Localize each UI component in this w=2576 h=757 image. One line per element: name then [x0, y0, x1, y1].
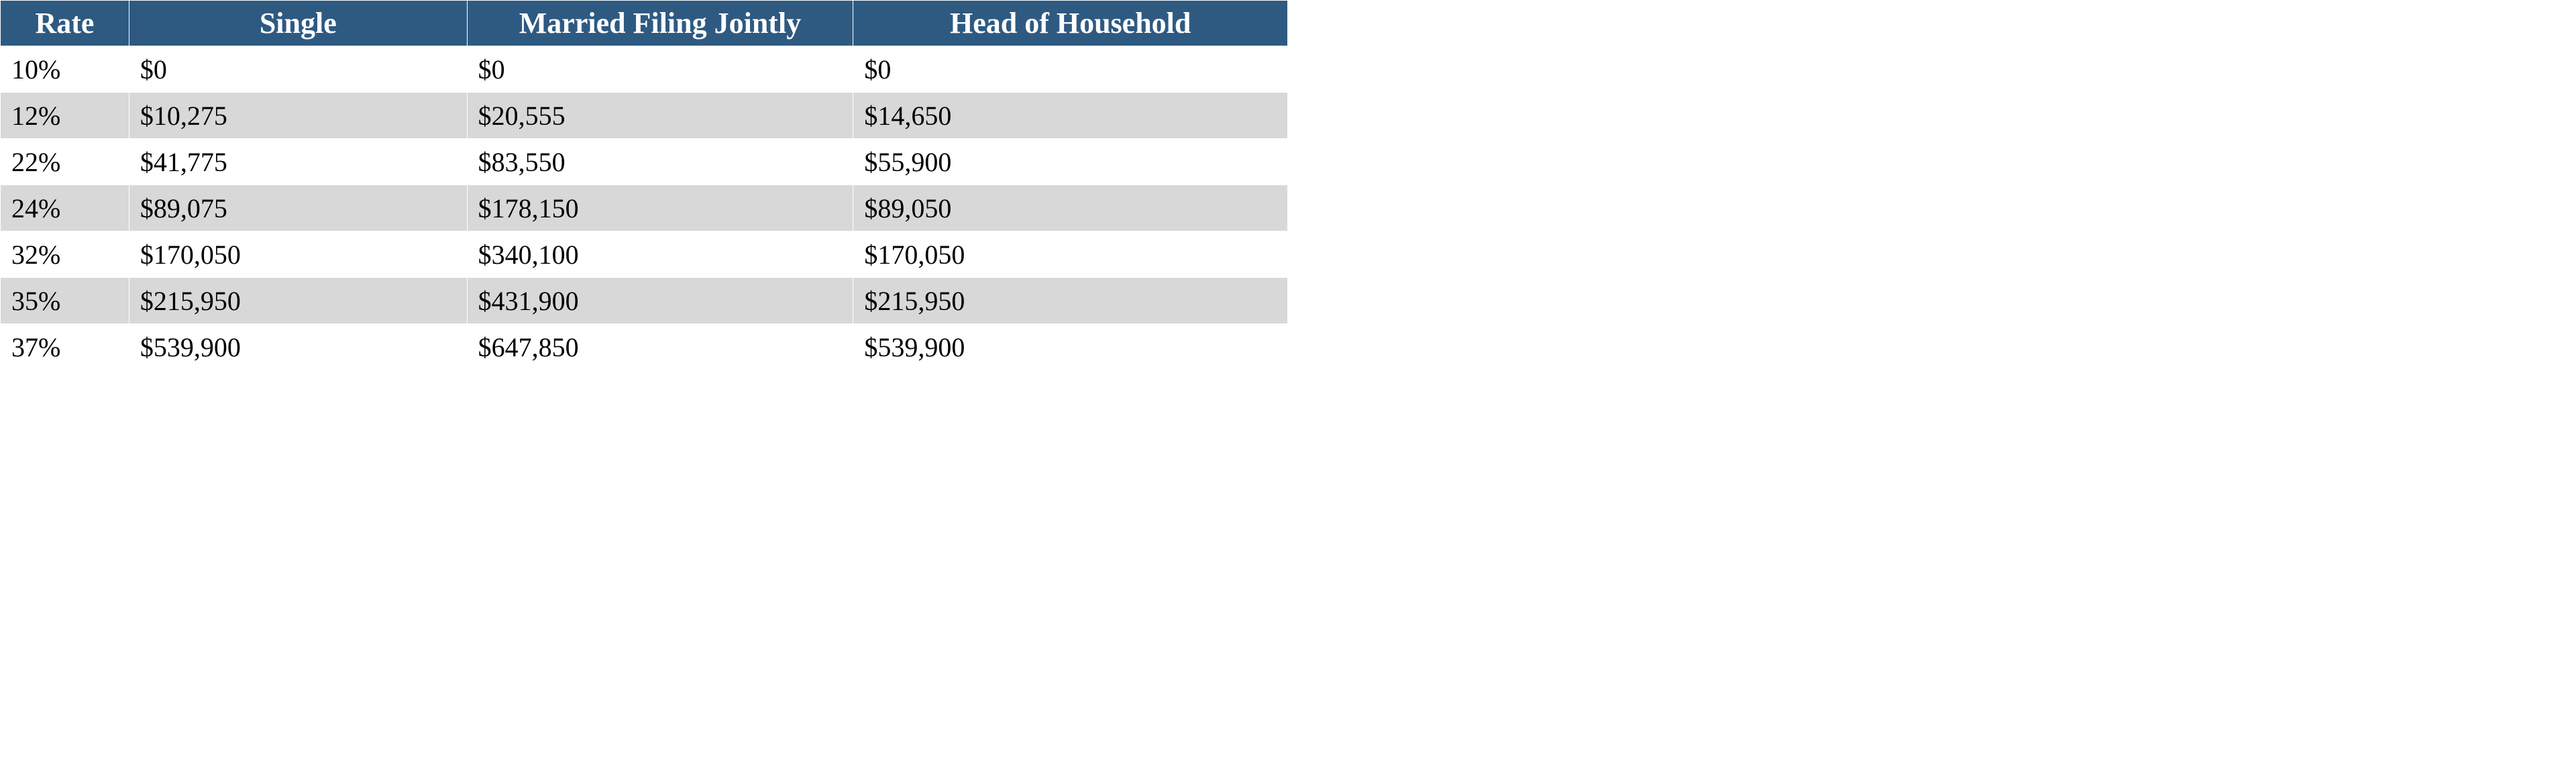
- table-row: 22%$41,775$83,550$55,900: [1, 139, 1288, 185]
- table-cell: $10,275: [129, 93, 467, 139]
- table-cell: $215,950: [853, 278, 1288, 324]
- table-cell: $647,850: [467, 324, 853, 370]
- table-cell: $539,900: [853, 324, 1288, 370]
- table-cell: $89,050: [853, 185, 1288, 232]
- table-cell: 10%: [1, 46, 129, 93]
- table-row: 37%$539,900$647,850$539,900: [1, 324, 1288, 370]
- table-cell: $83,550: [467, 139, 853, 185]
- table-cell: $41,775: [129, 139, 467, 185]
- table-cell: $0: [467, 46, 853, 93]
- table-cell: $0: [129, 46, 467, 93]
- table-row: 12%$10,275$20,555$14,650: [1, 93, 1288, 139]
- table-cell: $89,075: [129, 185, 467, 232]
- table-cell: $170,050: [129, 232, 467, 278]
- table-cell: $539,900: [129, 324, 467, 370]
- table-cell: $170,050: [853, 232, 1288, 278]
- table-cell: $178,150: [467, 185, 853, 232]
- table-row: 35%$215,950$431,900$215,950: [1, 278, 1288, 324]
- table-cell: 22%: [1, 139, 129, 185]
- table-cell: 12%: [1, 93, 129, 139]
- col-header-rate: Rate: [1, 1, 129, 46]
- table-cell: $0: [853, 46, 1288, 93]
- table-cell: 32%: [1, 232, 129, 278]
- table-row: 24%$89,075$178,150$89,050: [1, 185, 1288, 232]
- col-header-mfj: Married Filing Jointly: [467, 1, 853, 46]
- table-cell: $14,650: [853, 93, 1288, 139]
- table-row: 10%$0$0$0: [1, 46, 1288, 93]
- table-cell: $55,900: [853, 139, 1288, 185]
- table-cell: $20,555: [467, 93, 853, 139]
- table-cell: $215,950: [129, 278, 467, 324]
- table-body: 10%$0$0$012%$10,275$20,555$14,65022%$41,…: [1, 46, 1288, 370]
- tax-bracket-table: Rate Single Married Filing Jointly Head …: [0, 0, 1288, 370]
- table-cell: 24%: [1, 185, 129, 232]
- table-cell: $340,100: [467, 232, 853, 278]
- table-row: 32%$170,050$340,100$170,050: [1, 232, 1288, 278]
- col-header-single: Single: [129, 1, 467, 46]
- col-header-hoh: Head of Household: [853, 1, 1288, 46]
- table-cell: 37%: [1, 324, 129, 370]
- table-cell: 35%: [1, 278, 129, 324]
- table-header-row: Rate Single Married Filing Jointly Head …: [1, 1, 1288, 46]
- table-cell: $431,900: [467, 278, 853, 324]
